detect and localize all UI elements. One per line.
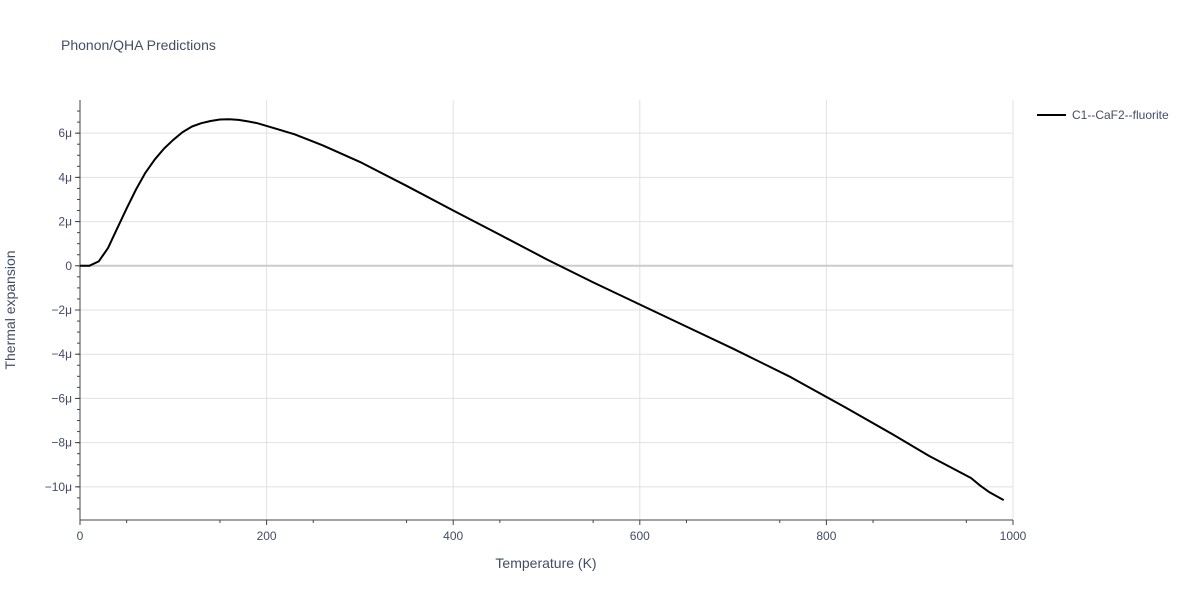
y-tick-label: −4μ [51, 347, 72, 361]
y-tick-label: 2μ [58, 215, 72, 229]
y-tick-label: −10μ [45, 480, 72, 494]
x-tick-label: 600 [630, 529, 650, 543]
series-group [80, 118, 1005, 501]
chart-title: Phonon/QHA Predictions [61, 37, 216, 53]
x-tick-label: 1000 [1000, 529, 1027, 543]
y-gridlines [80, 132, 1013, 488]
x-tick-labels: 0 200 400 600 800 1000 [77, 529, 1027, 543]
y-axis-title: Thermal expansion [2, 250, 18, 369]
legend[interactable]: C1--CaF2--fluorite [1037, 108, 1169, 122]
y-tick-label: −6μ [51, 391, 72, 405]
y-tick-label: 4μ [58, 170, 72, 184]
x-tick-label: 400 [443, 529, 463, 543]
x-axis-title: Temperature (K) [495, 555, 596, 571]
legend-label: C1--CaF2--fluorite [1072, 108, 1169, 122]
series-line[interactable] [80, 118, 1005, 501]
x-tick-label: 200 [257, 529, 277, 543]
y-tick-label: −2μ [51, 303, 72, 317]
y-tick-label: 6μ [58, 126, 72, 140]
axes [75, 100, 1014, 525]
y-tick-label: 0 [65, 259, 72, 273]
x-tick-label: 800 [816, 529, 836, 543]
y-tick-label: −8μ [51, 436, 72, 450]
y-tick-labels: 6μ 4μ 2μ 0 −2μ −4μ −6μ −8μ −10μ [45, 126, 73, 494]
x-tick-label: 0 [77, 529, 84, 543]
